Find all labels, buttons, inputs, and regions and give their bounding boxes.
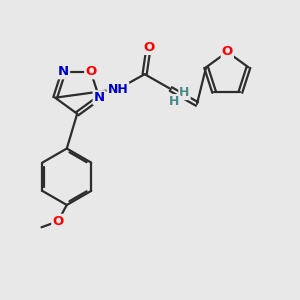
Text: O: O: [52, 215, 64, 228]
Text: NH: NH: [107, 82, 128, 96]
Text: H: H: [169, 95, 180, 108]
Text: O: O: [143, 41, 154, 54]
Text: O: O: [85, 65, 96, 78]
Text: O: O: [222, 45, 233, 58]
Text: N: N: [94, 91, 105, 104]
Text: N: N: [58, 65, 69, 78]
Text: H: H: [179, 86, 190, 99]
